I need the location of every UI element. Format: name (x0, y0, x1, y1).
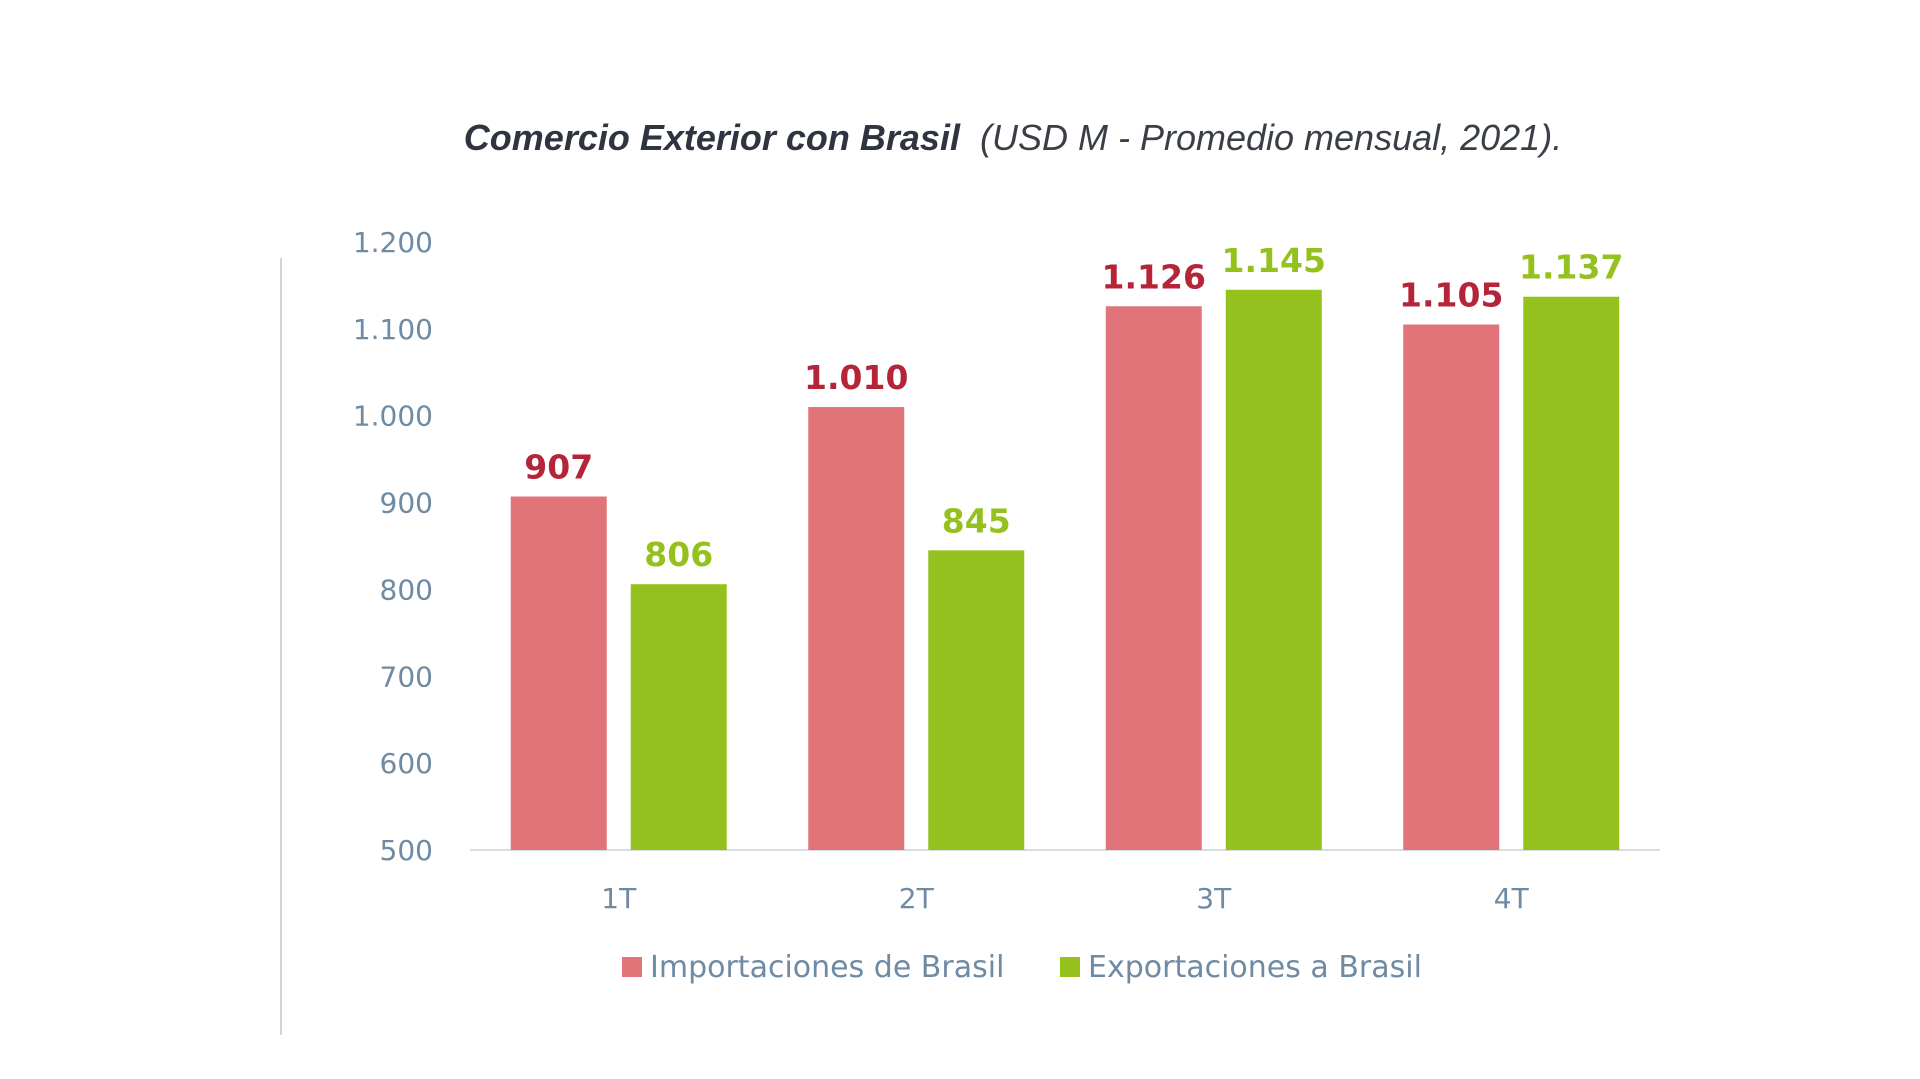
bar-importaciones-1t (510, 496, 607, 850)
y-tick-label: 500 (380, 834, 433, 867)
data-label: 1.010 (804, 358, 908, 397)
legend-swatch-importaciones (622, 957, 642, 977)
data-label: 1.126 (1102, 257, 1206, 296)
data-label: 1.145 (1222, 241, 1326, 280)
bar-importaciones-3t (1105, 306, 1202, 850)
chart-title-bold: Comercio Exterior con Brasil (464, 117, 961, 158)
x-tick-label: 2T (899, 882, 935, 915)
bar-exportaciones-4t (1523, 296, 1620, 851)
legend-swatch-exportaciones (1060, 957, 1080, 977)
y-tick-label: 800 (380, 573, 433, 606)
bar-importaciones-2t (808, 407, 905, 850)
x-tick-label: 4T (1494, 882, 1530, 915)
chart-title: Comercio Exterior con Brasil (USD M - Pr… (464, 117, 1562, 158)
y-tick-label: 1.200 (353, 226, 433, 259)
data-label: 907 (524, 447, 593, 486)
y-tick-label: 900 (380, 487, 433, 520)
y-tick-label: 600 (380, 747, 433, 780)
bar-exportaciones-2t (928, 550, 1025, 850)
chart-title-rest: (USD M - Promedio mensual, 2021). (980, 117, 1562, 158)
data-label: 1.137 (1519, 248, 1623, 287)
x-tick-label: 1T (601, 882, 637, 915)
data-label: 806 (644, 535, 713, 574)
plot-area: 500 600 700 800 900 1.000 1.100 1.200 907 806 1T 1.… (353, 226, 1660, 915)
y-tick-label: 1.000 (353, 400, 433, 433)
bar-exportaciones-3t (1225, 289, 1322, 850)
x-tick-label: 3T (1196, 882, 1232, 915)
y-tick-label: 700 (380, 660, 433, 693)
bar-importaciones-4t (1403, 324, 1500, 850)
bar-exportaciones-1t (630, 584, 727, 850)
data-label: 1.105 (1399, 276, 1503, 315)
y-tick-label: 1.100 (353, 313, 433, 346)
legend: Importaciones de Brasil Exportaciones a B… (622, 950, 1422, 985)
legend-label: Exportaciones a Brasil (1088, 950, 1422, 985)
legend-label: Importaciones de Brasil (650, 950, 1004, 985)
data-label: 845 (942, 501, 1011, 540)
